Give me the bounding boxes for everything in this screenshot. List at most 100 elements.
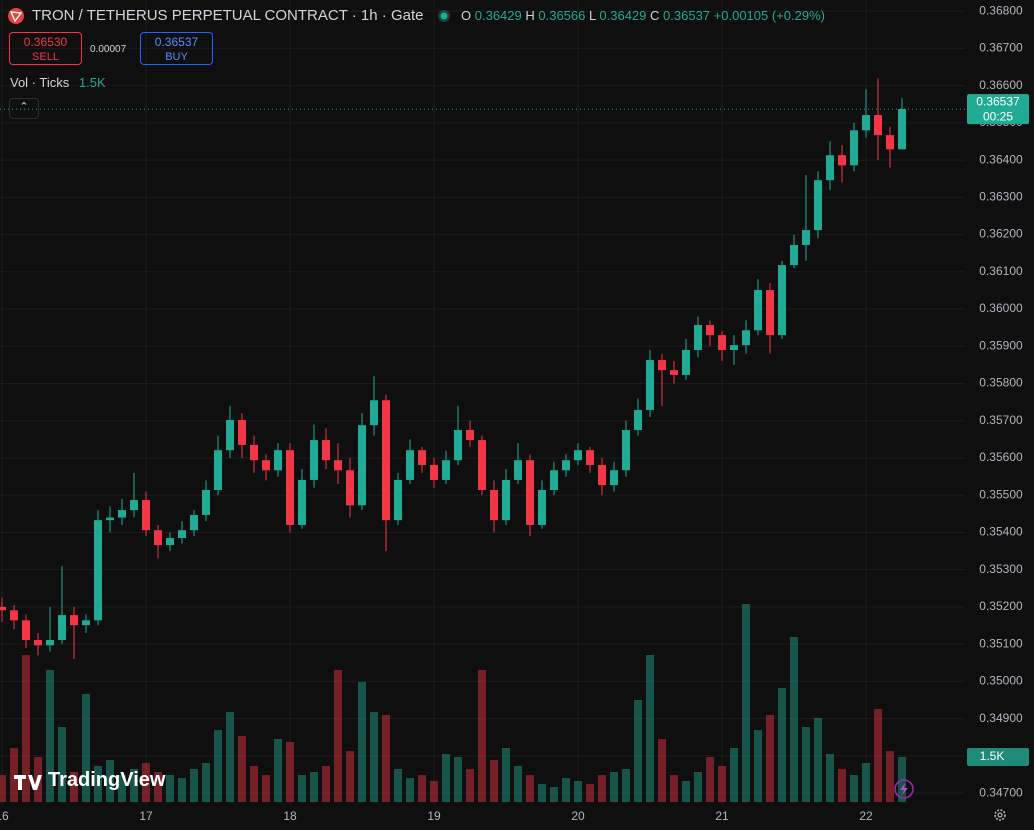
y-tick-label: 0.36600 — [979, 78, 1023, 92]
candle-body — [850, 130, 858, 166]
volume-bar — [502, 748, 510, 802]
buy-label: BUY — [165, 51, 188, 63]
volume-bar — [778, 688, 786, 802]
volume-bar — [70, 772, 78, 802]
candle-body — [286, 450, 294, 525]
candle-body — [274, 450, 282, 471]
candle-body — [58, 615, 66, 641]
volume-bar — [418, 775, 426, 802]
volume-bar — [466, 769, 474, 802]
volume-bar — [622, 769, 630, 802]
candle-body — [22, 620, 30, 641]
volume-bar — [478, 670, 486, 802]
h-label: H — [525, 8, 535, 23]
y-tick-label: 0.35300 — [979, 562, 1023, 576]
candle-body — [70, 615, 78, 626]
buy-price: 0.36537 — [154, 35, 199, 49]
volume-bar — [106, 760, 114, 802]
volume-bar — [46, 670, 54, 802]
candle-body — [598, 465, 606, 486]
volume-bar — [154, 772, 162, 802]
candle-body — [562, 460, 570, 471]
candle-body — [454, 430, 462, 461]
candle-body — [514, 460, 522, 480]
volume-bar — [262, 775, 270, 802]
volume-bar — [286, 742, 294, 802]
candle-body — [142, 500, 150, 531]
volume-bar — [790, 637, 798, 802]
y-tick-label: 0.35200 — [979, 599, 1023, 613]
sell-button[interactable]: 0.36530 SELL — [9, 32, 82, 65]
candle-body — [886, 135, 894, 150]
volume-bar — [178, 778, 186, 802]
volume-bar — [442, 754, 450, 802]
candle-body — [742, 330, 750, 346]
volume-bar — [322, 766, 330, 802]
volume-bar — [250, 766, 258, 802]
y-tick-label: 0.36100 — [979, 264, 1023, 278]
candle-body — [574, 450, 582, 461]
candle-body — [358, 425, 366, 506]
volume-bar — [862, 763, 870, 802]
candle-body — [814, 180, 822, 231]
y-tick-label: 0.35800 — [979, 376, 1023, 390]
candle-body — [190, 514, 198, 531]
volume-bar — [58, 727, 66, 802]
sell-label: SELL — [32, 51, 59, 63]
candle-body — [826, 155, 834, 181]
volume-bar — [538, 784, 546, 802]
y-tick-label: 0.36700 — [979, 41, 1023, 55]
buy-button[interactable]: 0.36537 BUY — [140, 32, 213, 65]
l-value: 0.36429 — [599, 8, 647, 23]
candle-body — [682, 350, 690, 375]
candle-body — [166, 538, 174, 546]
price-tag — [967, 94, 1029, 125]
y-tick-label: 0.35100 — [979, 636, 1023, 650]
x-tick-label: 19 — [427, 809, 441, 823]
x-tick-label: 22 — [859, 809, 873, 823]
candle-body — [862, 115, 870, 131]
y-tick-label: 0.36300 — [979, 190, 1023, 204]
candle-body — [658, 360, 666, 371]
volume-bar — [274, 739, 282, 802]
volume-bar — [358, 682, 366, 802]
volume-bar — [598, 775, 606, 802]
volume-bar — [382, 715, 390, 802]
candle-body — [790, 245, 798, 266]
candle-body — [298, 479, 306, 525]
candle-body — [586, 450, 594, 466]
volume-bar — [166, 775, 174, 802]
candle-body — [130, 500, 138, 511]
volume-legend-label: Vol · Ticks — [10, 75, 70, 90]
candle-body — [418, 450, 426, 466]
volume-bar — [310, 772, 318, 802]
volume-bar — [190, 769, 198, 802]
volume-bar — [898, 757, 906, 802]
candle-body — [694, 325, 702, 350]
volume-bar — [298, 775, 306, 802]
collapse-button[interactable]: ⌃ — [9, 98, 39, 119]
volume-bar — [142, 763, 150, 802]
volume-bar — [346, 751, 354, 802]
y-tick-label: 0.36000 — [979, 301, 1023, 315]
candle-body — [406, 450, 414, 480]
candle-body — [502, 479, 510, 521]
y-tick-label: 0.35400 — [979, 525, 1023, 539]
y-tick-label: 0.34900 — [979, 711, 1023, 725]
x-tick-label: 16 — [0, 809, 9, 823]
candle-body — [154, 530, 162, 546]
volume-bar — [682, 781, 690, 802]
volume-bar — [886, 751, 894, 802]
candle-body — [766, 290, 774, 336]
c-label: C — [650, 8, 660, 23]
candle-body — [718, 335, 726, 350]
candle-body — [106, 517, 114, 521]
volume-bar — [82, 694, 90, 802]
c-value: 0.36537 — [663, 8, 711, 23]
volume-bar — [670, 775, 678, 802]
volume-bar — [514, 766, 522, 802]
volume-bar — [814, 718, 822, 802]
candle-body — [370, 400, 378, 426]
volume-bar — [118, 775, 126, 802]
candle-body — [466, 430, 474, 441]
